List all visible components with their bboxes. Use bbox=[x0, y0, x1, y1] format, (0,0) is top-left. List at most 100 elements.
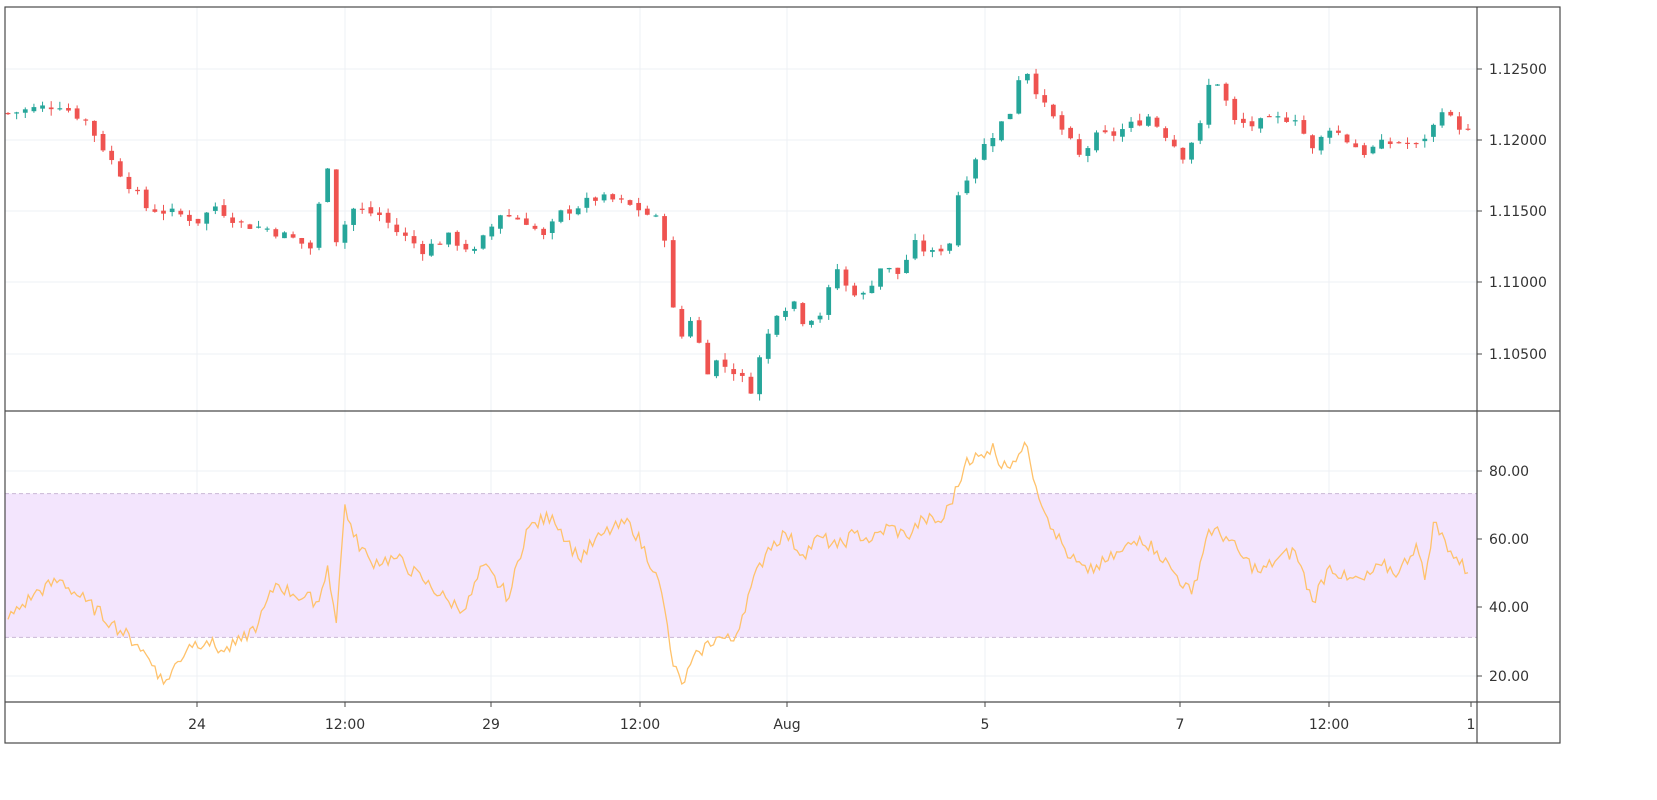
candle bbox=[541, 227, 546, 240]
candle bbox=[14, 111, 20, 120]
candle bbox=[523, 212, 529, 226]
candle-body bbox=[981, 144, 987, 160]
candle-body bbox=[5, 112, 11, 115]
candle-body bbox=[532, 225, 538, 229]
time-axis[interactable]: 24 12:00 29 12:00 Aug 5 7 12:00 1 bbox=[188, 702, 1475, 733]
candle bbox=[1361, 142, 1367, 158]
candle bbox=[472, 246, 477, 254]
candle bbox=[126, 172, 132, 194]
candle bbox=[143, 186, 149, 212]
candle bbox=[722, 353, 728, 373]
candle-body bbox=[161, 210, 166, 214]
candle-body bbox=[1025, 73, 1030, 81]
price-axis[interactable]: 1.12500 1.12000 1.11500 1.11000 1.10500 bbox=[1477, 62, 1547, 363]
candle bbox=[1137, 113, 1143, 127]
candle-body bbox=[731, 369, 737, 375]
candle-body bbox=[446, 232, 451, 245]
candle-body bbox=[264, 228, 270, 230]
candle-body bbox=[1292, 120, 1298, 122]
candle bbox=[938, 244, 944, 256]
candle bbox=[1102, 125, 1108, 134]
candle-body bbox=[1206, 84, 1212, 125]
candle bbox=[1232, 96, 1238, 125]
candle bbox=[1145, 114, 1151, 127]
candle-body bbox=[679, 308, 685, 337]
candle-body bbox=[109, 150, 115, 161]
candle bbox=[1456, 112, 1462, 135]
candle-body bbox=[463, 243, 469, 250]
candle bbox=[169, 203, 175, 217]
candle bbox=[498, 214, 503, 234]
candle bbox=[437, 241, 443, 245]
candle bbox=[161, 204, 166, 221]
candle-body bbox=[1163, 128, 1169, 138]
candle-body bbox=[947, 243, 953, 251]
candle-body bbox=[567, 209, 572, 214]
candle-body bbox=[575, 208, 581, 215]
candle bbox=[1180, 147, 1186, 164]
candle bbox=[662, 213, 667, 248]
candle bbox=[1128, 117, 1134, 132]
candle-body bbox=[722, 359, 728, 367]
candle-body bbox=[584, 197, 590, 208]
candle-body bbox=[895, 267, 901, 274]
candle bbox=[1033, 68, 1039, 99]
candle bbox=[57, 101, 63, 111]
candle-body bbox=[618, 198, 624, 200]
candle-body bbox=[1180, 147, 1186, 160]
candle-body bbox=[420, 243, 426, 255]
candle bbox=[506, 208, 512, 218]
candle bbox=[92, 120, 97, 142]
candle-body bbox=[653, 215, 659, 217]
y-tick-label: 1.12000 bbox=[1489, 133, 1547, 149]
candlestick-series bbox=[5, 68, 1471, 401]
candle-body bbox=[1448, 111, 1454, 116]
candle bbox=[558, 209, 564, 224]
x-tick-label: Aug bbox=[773, 717, 800, 733]
candle-body bbox=[886, 267, 892, 270]
candle bbox=[100, 130, 106, 152]
candle-body bbox=[1275, 116, 1281, 118]
candle bbox=[1068, 126, 1073, 140]
candle-body bbox=[1145, 116, 1151, 126]
candle bbox=[601, 192, 607, 203]
candle-body bbox=[66, 108, 71, 111]
candle-body bbox=[1301, 120, 1307, 134]
candle-body bbox=[1059, 115, 1065, 130]
candle-body bbox=[506, 215, 512, 217]
candle bbox=[359, 202, 365, 214]
candle bbox=[886, 267, 892, 273]
rsi-axis[interactable]: 80.00 60.00 40.00 20.00 bbox=[1477, 464, 1529, 685]
candle bbox=[1266, 114, 1272, 118]
candle bbox=[549, 218, 555, 240]
candle-body bbox=[757, 357, 762, 395]
candle bbox=[1016, 76, 1022, 115]
candle bbox=[342, 220, 348, 249]
y-tick-label: 1.11500 bbox=[1489, 204, 1547, 220]
rsi-band bbox=[5, 493, 1477, 638]
candle bbox=[653, 213, 659, 218]
candle bbox=[135, 186, 140, 195]
candle bbox=[368, 201, 374, 217]
candle-body bbox=[480, 235, 486, 249]
x-tick-label: 1 bbox=[1467, 717, 1476, 733]
candle bbox=[575, 206, 581, 216]
candle-body bbox=[1353, 143, 1359, 148]
candle-body bbox=[930, 250, 935, 252]
candle-body bbox=[1171, 139, 1177, 147]
candle bbox=[1448, 109, 1454, 117]
candle bbox=[428, 239, 434, 257]
candle bbox=[1353, 139, 1359, 148]
candle-body bbox=[1396, 142, 1402, 144]
candle bbox=[1007, 113, 1013, 120]
candle-body bbox=[670, 240, 676, 308]
candle-body bbox=[1050, 104, 1056, 117]
candle bbox=[904, 254, 909, 274]
candle bbox=[48, 101, 54, 116]
candle bbox=[688, 317, 693, 338]
candle-body bbox=[377, 212, 382, 216]
candle-body bbox=[40, 105, 45, 109]
candle bbox=[454, 230, 460, 251]
candle-body bbox=[1197, 123, 1203, 141]
candle-body bbox=[428, 243, 434, 256]
